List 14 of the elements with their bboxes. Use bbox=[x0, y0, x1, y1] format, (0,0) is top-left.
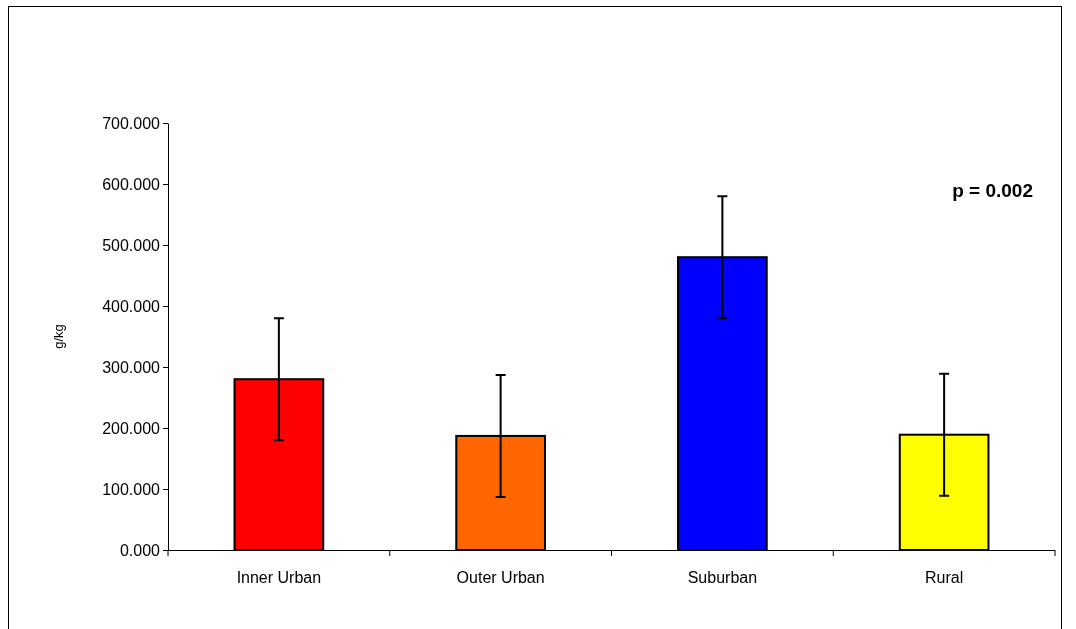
y-tick-label: 500.000 bbox=[102, 236, 161, 254]
x-tick-label: Inner Urban bbox=[236, 569, 322, 587]
x-tick-label: Rural bbox=[925, 569, 964, 587]
x-tick-label: Outer Urban bbox=[456, 569, 545, 587]
y-tick-label: 0.000 bbox=[119, 541, 161, 559]
y-tick-label: 700.000 bbox=[102, 114, 161, 132]
y-tick-label: 100.000 bbox=[102, 480, 161, 498]
y-tick-label: 400.000 bbox=[102, 297, 161, 315]
annotation: p = 0.002 bbox=[952, 180, 1033, 201]
y-tick-label: 300.000 bbox=[102, 358, 161, 376]
y-axis-title: g/kg bbox=[51, 324, 66, 349]
y-tick-label: 200.000 bbox=[102, 419, 161, 437]
y-tick-label: 600.000 bbox=[102, 175, 161, 193]
x-tick-label: Suburban bbox=[687, 569, 758, 587]
